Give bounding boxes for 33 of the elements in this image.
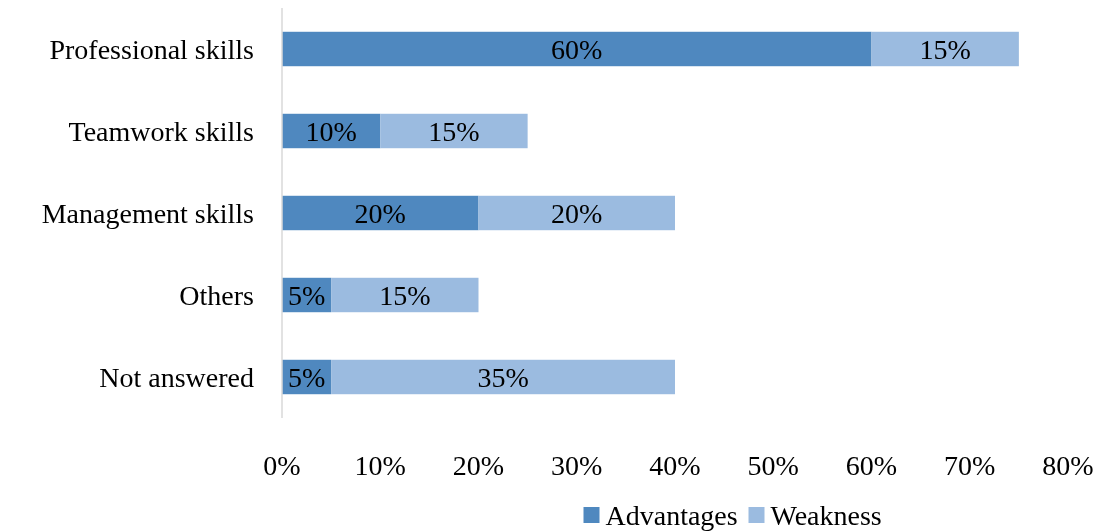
data-label: 10% bbox=[305, 115, 357, 147]
bar bbox=[282, 195, 479, 231]
bar bbox=[331, 359, 675, 395]
bar bbox=[478, 195, 675, 231]
legend-label: Advantages bbox=[605, 499, 738, 531]
data-label: 15% bbox=[919, 33, 971, 65]
legend-label: Weakness bbox=[770, 499, 882, 531]
bar bbox=[282, 31, 872, 67]
x-tick-label: 80% bbox=[1042, 449, 1094, 481]
data-label: 35% bbox=[477, 361, 529, 393]
data-label: 5% bbox=[287, 361, 326, 393]
y-tick-label: Management skills bbox=[41, 197, 254, 229]
bar bbox=[331, 277, 479, 313]
x-tick-label: 40% bbox=[649, 449, 701, 481]
y-tick-label: Professional skills bbox=[49, 33, 254, 65]
x-tick-label: 30% bbox=[551, 449, 603, 481]
x-tick-label: 60% bbox=[845, 449, 898, 481]
y-tick-label: Others bbox=[179, 279, 254, 311]
x-tick-label: 20% bbox=[452, 449, 505, 481]
data-label: 15% bbox=[379, 279, 431, 311]
bar bbox=[380, 113, 528, 149]
bar bbox=[871, 31, 1019, 67]
data-label: 20% bbox=[354, 197, 406, 229]
y-tick-label: Not answered bbox=[99, 361, 254, 393]
x-tick-label: 0% bbox=[263, 449, 301, 481]
y-tick-label: Teamwork skills bbox=[68, 115, 254, 147]
x-tick-label: 50% bbox=[747, 449, 799, 481]
x-tick-label: 70% bbox=[944, 449, 996, 481]
x-tick-label: 10% bbox=[354, 449, 406, 481]
data-label: 5% bbox=[287, 279, 326, 311]
data-label: 20% bbox=[551, 197, 603, 229]
data-label: 60% bbox=[551, 33, 603, 65]
data-label: 15% bbox=[428, 115, 480, 147]
